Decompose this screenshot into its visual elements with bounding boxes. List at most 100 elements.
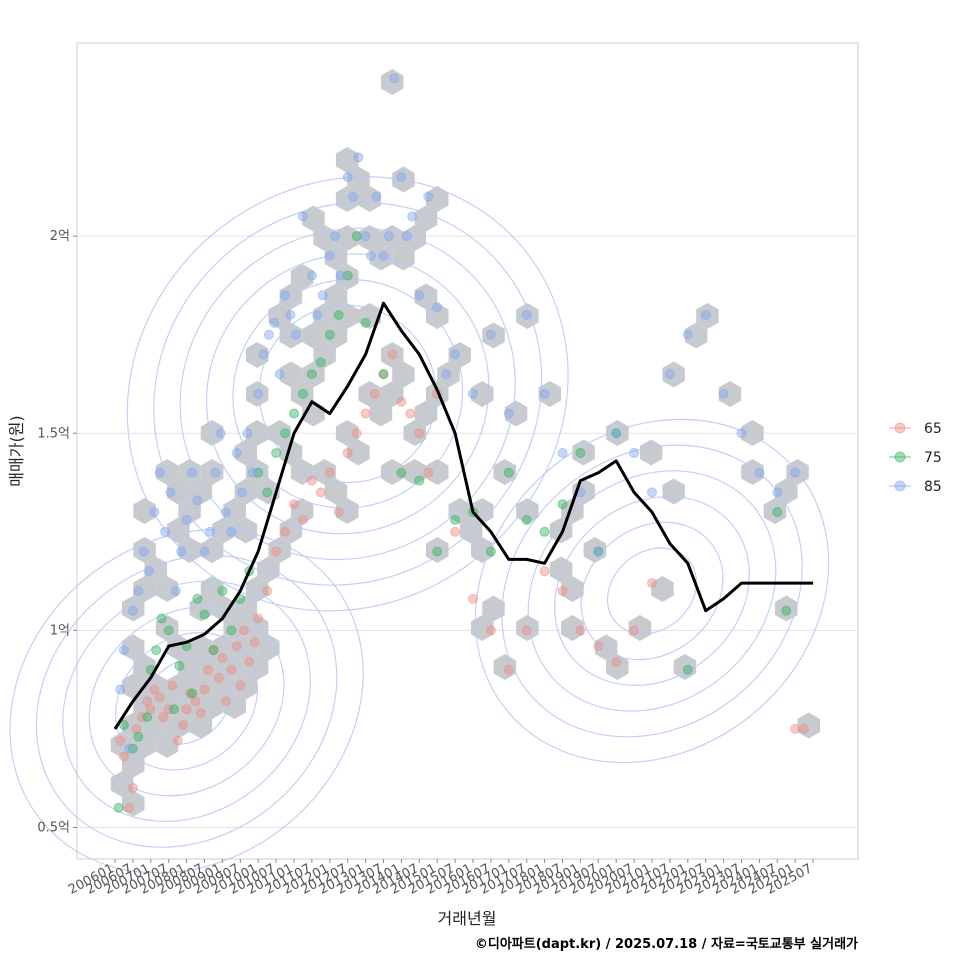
hexbin (122, 751, 145, 778)
point-85 (204, 526, 215, 537)
hexbin (392, 244, 415, 271)
hexbin (167, 634, 190, 661)
point-85 (503, 408, 514, 419)
point-75 (127, 743, 138, 754)
point-85 (593, 546, 604, 557)
hexbin (268, 303, 291, 329)
y-tick-label: 0.5억 (37, 820, 70, 835)
hexbin (313, 342, 336, 368)
hexbin (189, 595, 213, 622)
legend-key-point (894, 451, 906, 463)
point-85 (115, 684, 126, 695)
hexbin (775, 478, 798, 505)
point-65 (149, 684, 160, 695)
hexbin (392, 361, 415, 388)
hexbin (335, 303, 359, 329)
point-75 (163, 625, 174, 636)
point-65 (181, 704, 192, 715)
point-85 (133, 585, 144, 596)
point-85 (154, 467, 165, 478)
point-85 (389, 73, 400, 84)
point-65 (405, 408, 416, 419)
hexbin (234, 634, 258, 661)
point-65 (297, 514, 308, 525)
hexbin (471, 537, 494, 563)
point-85 (335, 270, 346, 281)
density-contour (141, 657, 232, 745)
hexbin (178, 654, 201, 680)
point-85 (181, 514, 192, 525)
hexbin (200, 576, 224, 602)
hexbin (583, 537, 607, 563)
y-axis-ticks: 0.5억 1억 1.5억 2억 (37, 229, 77, 835)
point-75 (503, 467, 514, 478)
point-85 (258, 349, 269, 360)
point-85 (124, 743, 135, 754)
point-75 (485, 546, 496, 557)
point-75 (208, 645, 219, 656)
hexbin (741, 420, 764, 446)
point-65 (136, 712, 147, 723)
point-85 (736, 428, 747, 439)
hexbin (426, 186, 449, 212)
hexbin (212, 634, 235, 661)
point-85 (170, 585, 181, 596)
point-85 (450, 349, 461, 360)
hexbin (718, 381, 742, 407)
point-65 (199, 684, 210, 695)
point-65 (575, 625, 586, 636)
point-85 (682, 329, 693, 340)
hexbin (155, 732, 179, 758)
point-65 (262, 585, 273, 596)
point-65 (231, 641, 242, 652)
hexbin (268, 537, 291, 563)
point-65 (154, 692, 165, 703)
hexbin (549, 556, 573, 583)
hexbin (381, 459, 404, 485)
hexbin-layer (110, 69, 820, 817)
point-85 (647, 487, 657, 498)
point-65 (369, 388, 380, 399)
point-65 (158, 712, 169, 723)
hexbin (302, 322, 325, 349)
point-85 (371, 191, 382, 202)
hexbin (155, 459, 179, 485)
hexbin (684, 322, 708, 349)
point-75 (306, 369, 317, 380)
hexbin (313, 225, 336, 251)
hexbin (775, 595, 798, 622)
point-85 (263, 329, 274, 340)
point-85 (414, 290, 425, 301)
hexbin (200, 693, 224, 719)
point-85 (317, 290, 328, 301)
point-65 (124, 802, 135, 813)
point-75 (450, 514, 461, 525)
point-75 (271, 447, 282, 458)
hexbin (696, 303, 719, 329)
point-85 (247, 467, 258, 478)
hexbin (178, 459, 201, 485)
point-85 (378, 250, 389, 261)
point-85 (231, 447, 242, 458)
point-75 (342, 270, 353, 281)
legend-key-point (894, 422, 906, 434)
hexbin (234, 517, 258, 544)
point-85 (285, 310, 296, 320)
point-65 (611, 656, 622, 667)
point-85 (365, 250, 376, 261)
point-85 (253, 388, 264, 399)
point-75 (199, 609, 210, 620)
hexbin (516, 498, 539, 524)
point-65 (333, 507, 344, 518)
hexbin (133, 537, 156, 563)
point-65 (203, 664, 214, 675)
point-85 (312, 310, 323, 320)
point-65 (799, 723, 810, 734)
point-85 (144, 566, 155, 577)
point-85 (199, 546, 210, 557)
point-85 (220, 507, 231, 518)
point-65 (503, 664, 514, 675)
legend-label: 85 (924, 479, 942, 495)
hexbin (335, 225, 359, 251)
density-contours (9, 176, 830, 874)
